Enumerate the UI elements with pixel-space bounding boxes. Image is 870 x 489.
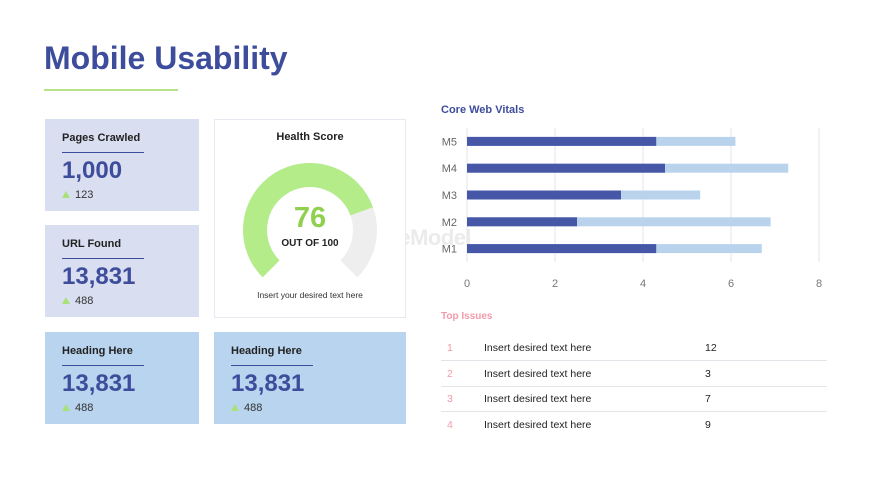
up-triangle-icon <box>62 404 70 411</box>
up-triangle-icon <box>62 297 70 304</box>
y-tick-label: M2 <box>442 217 457 229</box>
issue-value: 3 <box>705 368 711 380</box>
health-score-card: Health Score 76 OUT OF 100 Insert your d… <box>214 119 406 318</box>
chart-bar <box>467 217 577 227</box>
y-tick-label: M4 <box>442 163 457 175</box>
y-tick-label: M3 <box>442 190 457 202</box>
stat-card-pages-crawled: Pages Crawled 1,000 123 <box>45 119 199 211</box>
issue-row: 2 Insert desired text here 3 <box>441 361 827 387</box>
issue-value: 9 <box>705 419 711 431</box>
issue-number: 3 <box>447 393 453 405</box>
card-divider <box>62 365 144 366</box>
chart-title: Core Web Vitals <box>441 104 525 116</box>
issue-value: 7 <box>705 393 711 405</box>
up-triangle-icon <box>62 191 70 198</box>
issue-text: Insert desired text here <box>484 419 592 431</box>
card-delta: 488 <box>62 295 93 307</box>
health-score-value: 76 <box>293 202 327 234</box>
card-delta: 123 <box>62 189 93 201</box>
chart-bar <box>467 136 657 146</box>
chart-bar <box>467 217 771 227</box>
card-delta-value: 488 <box>75 295 94 307</box>
issue-number: 1 <box>447 342 453 354</box>
health-note: Insert your desired text here <box>257 290 363 300</box>
x-tick-label: 8 <box>816 278 822 290</box>
stat-card-heading-1: Heading Here 13,831 488 <box>45 332 199 424</box>
y-tick-label: M1 <box>442 244 457 256</box>
health-title: Health Score <box>276 131 344 143</box>
stat-card-heading-2: Heading Here 13,831 488 <box>214 332 406 424</box>
card-value: 13,831 <box>62 263 136 290</box>
x-tick-label: 4 <box>640 278 646 290</box>
card-value: 13,831 <box>62 370 136 397</box>
health-score-out-of: OUT OF 100 <box>281 238 339 249</box>
x-tick-label: 6 <box>728 278 734 290</box>
card-label: URL Found <box>62 238 122 250</box>
card-divider <box>231 365 313 366</box>
core-web-vitals-chart: 0 2 4 6 8 M1 M2 M3 M4 M5 <box>442 128 822 290</box>
card-value: 1,000 <box>62 157 123 184</box>
card-delta-value: 488 <box>75 402 94 414</box>
issue-number: 2 <box>447 368 453 380</box>
chart-bar <box>467 190 621 200</box>
card-label: Heading Here <box>62 345 133 357</box>
up-triangle-icon <box>231 404 239 411</box>
card-delta: 488 <box>62 402 93 414</box>
title-underline <box>44 89 178 91</box>
health-gauge <box>242 162 377 277</box>
card-delta-value: 123 <box>75 189 94 201</box>
issue-row: 1 Insert desired text here 12 <box>441 335 827 361</box>
card-divider <box>62 258 144 259</box>
x-tick-label: 0 <box>464 278 470 290</box>
card-label: Pages Crawled <box>62 132 141 144</box>
issue-text: Insert desired text here <box>484 342 592 354</box>
card-value: 13,831 <box>231 370 305 397</box>
issue-text: Insert desired text here <box>484 393 592 405</box>
y-tick-label: M5 <box>442 136 457 148</box>
stat-card-url-found: URL Found 13,831 488 <box>45 225 199 317</box>
card-delta: 488 <box>231 402 262 414</box>
issue-row: 4 Insert desired text here 9 <box>441 412 827 437</box>
issue-value: 12 <box>705 342 717 354</box>
issue-row: 3 Insert desired text here 7 <box>441 386 827 412</box>
card-label: Heading Here <box>231 345 302 357</box>
chart-bar <box>467 163 665 173</box>
page-title: Mobile Usability <box>44 40 288 76</box>
issue-text: Insert desired text here <box>484 368 592 380</box>
issues-title: Top Issues <box>441 311 493 322</box>
card-delta-value: 488 <box>244 402 263 414</box>
x-tick-label: 2 <box>552 278 558 290</box>
gauge-fill <box>242 162 373 277</box>
card-divider <box>62 152 144 153</box>
chart-bar <box>467 244 657 254</box>
issue-number: 4 <box>447 419 453 431</box>
